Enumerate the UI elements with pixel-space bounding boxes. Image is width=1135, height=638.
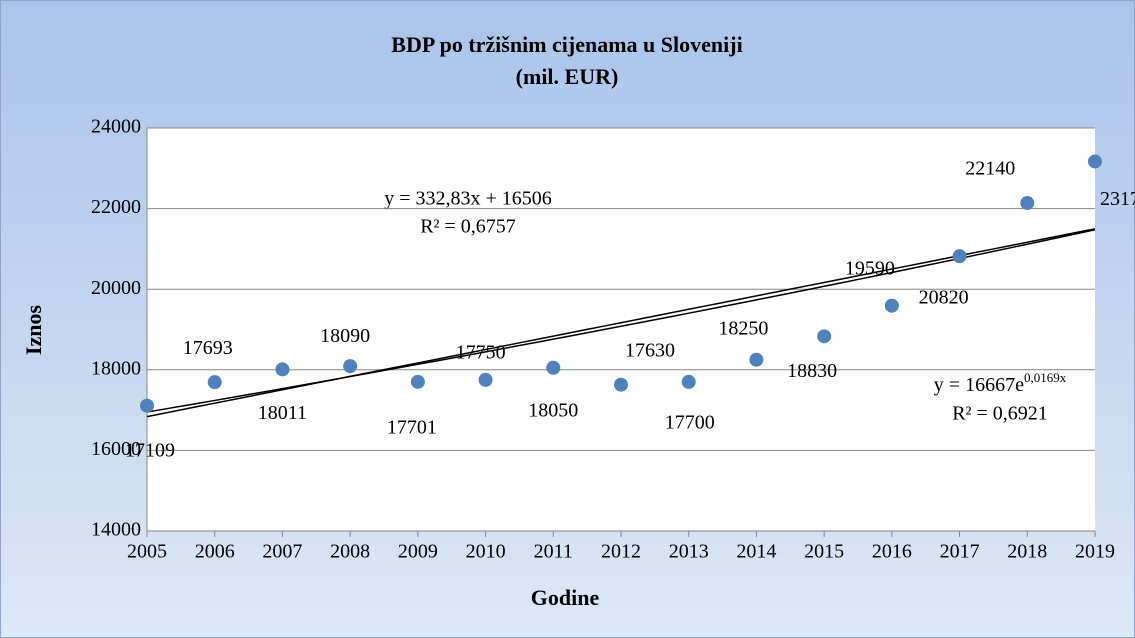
data-label: 17750 [456, 341, 506, 363]
x-tick-label: 2012 [601, 541, 641, 563]
y-tick-label: 18000 [91, 357, 141, 379]
y-tick-label: 16000 [91, 438, 141, 460]
data-label: 22140 [965, 158, 1015, 180]
y-tick-label: 14000 [91, 519, 141, 541]
data-label: 18830 [787, 360, 837, 382]
data-point [1088, 154, 1102, 169]
data-label: 17700 [665, 411, 715, 433]
x-tick-label: 2011 [534, 541, 573, 563]
x-axis-label: Godine [531, 585, 600, 610]
data-point [478, 372, 493, 387]
data-point [207, 375, 222, 390]
data-label: 18090 [320, 325, 370, 347]
x-tick-label: 2006 [195, 541, 235, 563]
data-point [140, 398, 154, 413]
data-point [343, 359, 358, 374]
trendline [146, 228, 1096, 413]
y-tick-label: 22000 [91, 196, 141, 218]
x-tick-label: 2010 [466, 541, 506, 563]
trendline-r2: R² = 0,6921 [952, 403, 1048, 425]
x-tick-label: 2015 [804, 541, 844, 563]
x-tick-label: 2014 [736, 541, 776, 563]
trendline-r2: R² = 0,6757 [420, 216, 516, 238]
x-tick-label: 2009 [398, 541, 438, 563]
x-tick-label: 2019 [1075, 541, 1115, 563]
y-axis-label: Iznos [21, 305, 46, 356]
chart-subtitle: (mil. EUR) [516, 64, 619, 89]
data-label: 17693 [183, 337, 233, 359]
data-point [275, 362, 290, 377]
trendline-equation: y = 332,83x + 16506 [384, 188, 552, 210]
x-tick-label: 2013 [669, 541, 709, 563]
data-label: 20820 [919, 287, 969, 309]
data-label: 17701 [387, 416, 437, 438]
data-point [884, 298, 899, 313]
data-point [614, 377, 628, 392]
x-tick-label: 2018 [1007, 541, 1047, 563]
data-label: 18011 [258, 402, 307, 424]
x-tick-label: 2007 [262, 541, 302, 563]
x-tick-label: 2005 [127, 541, 167, 563]
x-tick-label: 2008 [330, 541, 370, 563]
data-point [681, 374, 696, 389]
equation-exponent: 0,0169x [1024, 370, 1067, 385]
trendline-equation: y = 16667e0,0169x [934, 370, 1067, 396]
y-tick-label: 24000 [91, 116, 141, 138]
plot-area [147, 128, 1095, 531]
equation-base: y = 16667e [934, 374, 1024, 396]
data-point [749, 352, 764, 367]
data-point [1020, 195, 1035, 210]
data-label: 19590 [845, 257, 895, 279]
data-point [546, 360, 561, 375]
chart-title: BDP po tržišnim cijenama u Sloveniji [391, 32, 742, 57]
data-label: 18050 [528, 399, 578, 421]
data-label: 18250 [718, 317, 768, 339]
data-label: 17630 [625, 339, 675, 361]
data-point [410, 374, 425, 389]
x-tick-label: 2016 [872, 541, 912, 563]
y-tick-label: 20000 [91, 277, 141, 299]
data-label: 23170 [1100, 188, 1135, 210]
data-label: 17109 [125, 439, 175, 461]
x-tick-label: 2017 [940, 541, 980, 563]
data-point [817, 329, 832, 344]
data-point [952, 249, 967, 264]
